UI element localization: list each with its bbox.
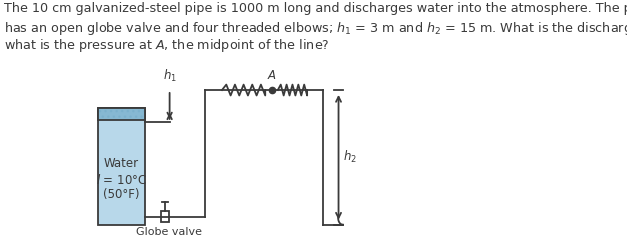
- Bar: [98, 108, 145, 120]
- Bar: [98, 108, 145, 120]
- Text: $h_1$: $h_1$: [162, 68, 177, 84]
- Text: (50°F): (50°F): [103, 188, 140, 201]
- Bar: [98, 108, 145, 225]
- Text: what is the pressure at $A$, the midpoint of the line?: what is the pressure at $A$, the midpoin…: [4, 37, 330, 54]
- Text: $h_2$: $h_2$: [344, 149, 357, 165]
- Text: $A$: $A$: [266, 69, 277, 82]
- Text: The 10 cm galvanized-steel pipe is 1000 m long and discharges water into the atm: The 10 cm galvanized-steel pipe is 1000 …: [4, 2, 627, 16]
- Text: Globe valve: Globe valve: [136, 227, 202, 237]
- Bar: [161, 211, 169, 223]
- Text: $l$ = 10°C: $l$ = 10°C: [96, 173, 147, 187]
- Text: Water: Water: [104, 158, 139, 170]
- Text: has an open globe valve and four threaded elbows; $h_1$ = 3 m and $h_2$ = 15 m. : has an open globe valve and four threade…: [4, 20, 627, 37]
